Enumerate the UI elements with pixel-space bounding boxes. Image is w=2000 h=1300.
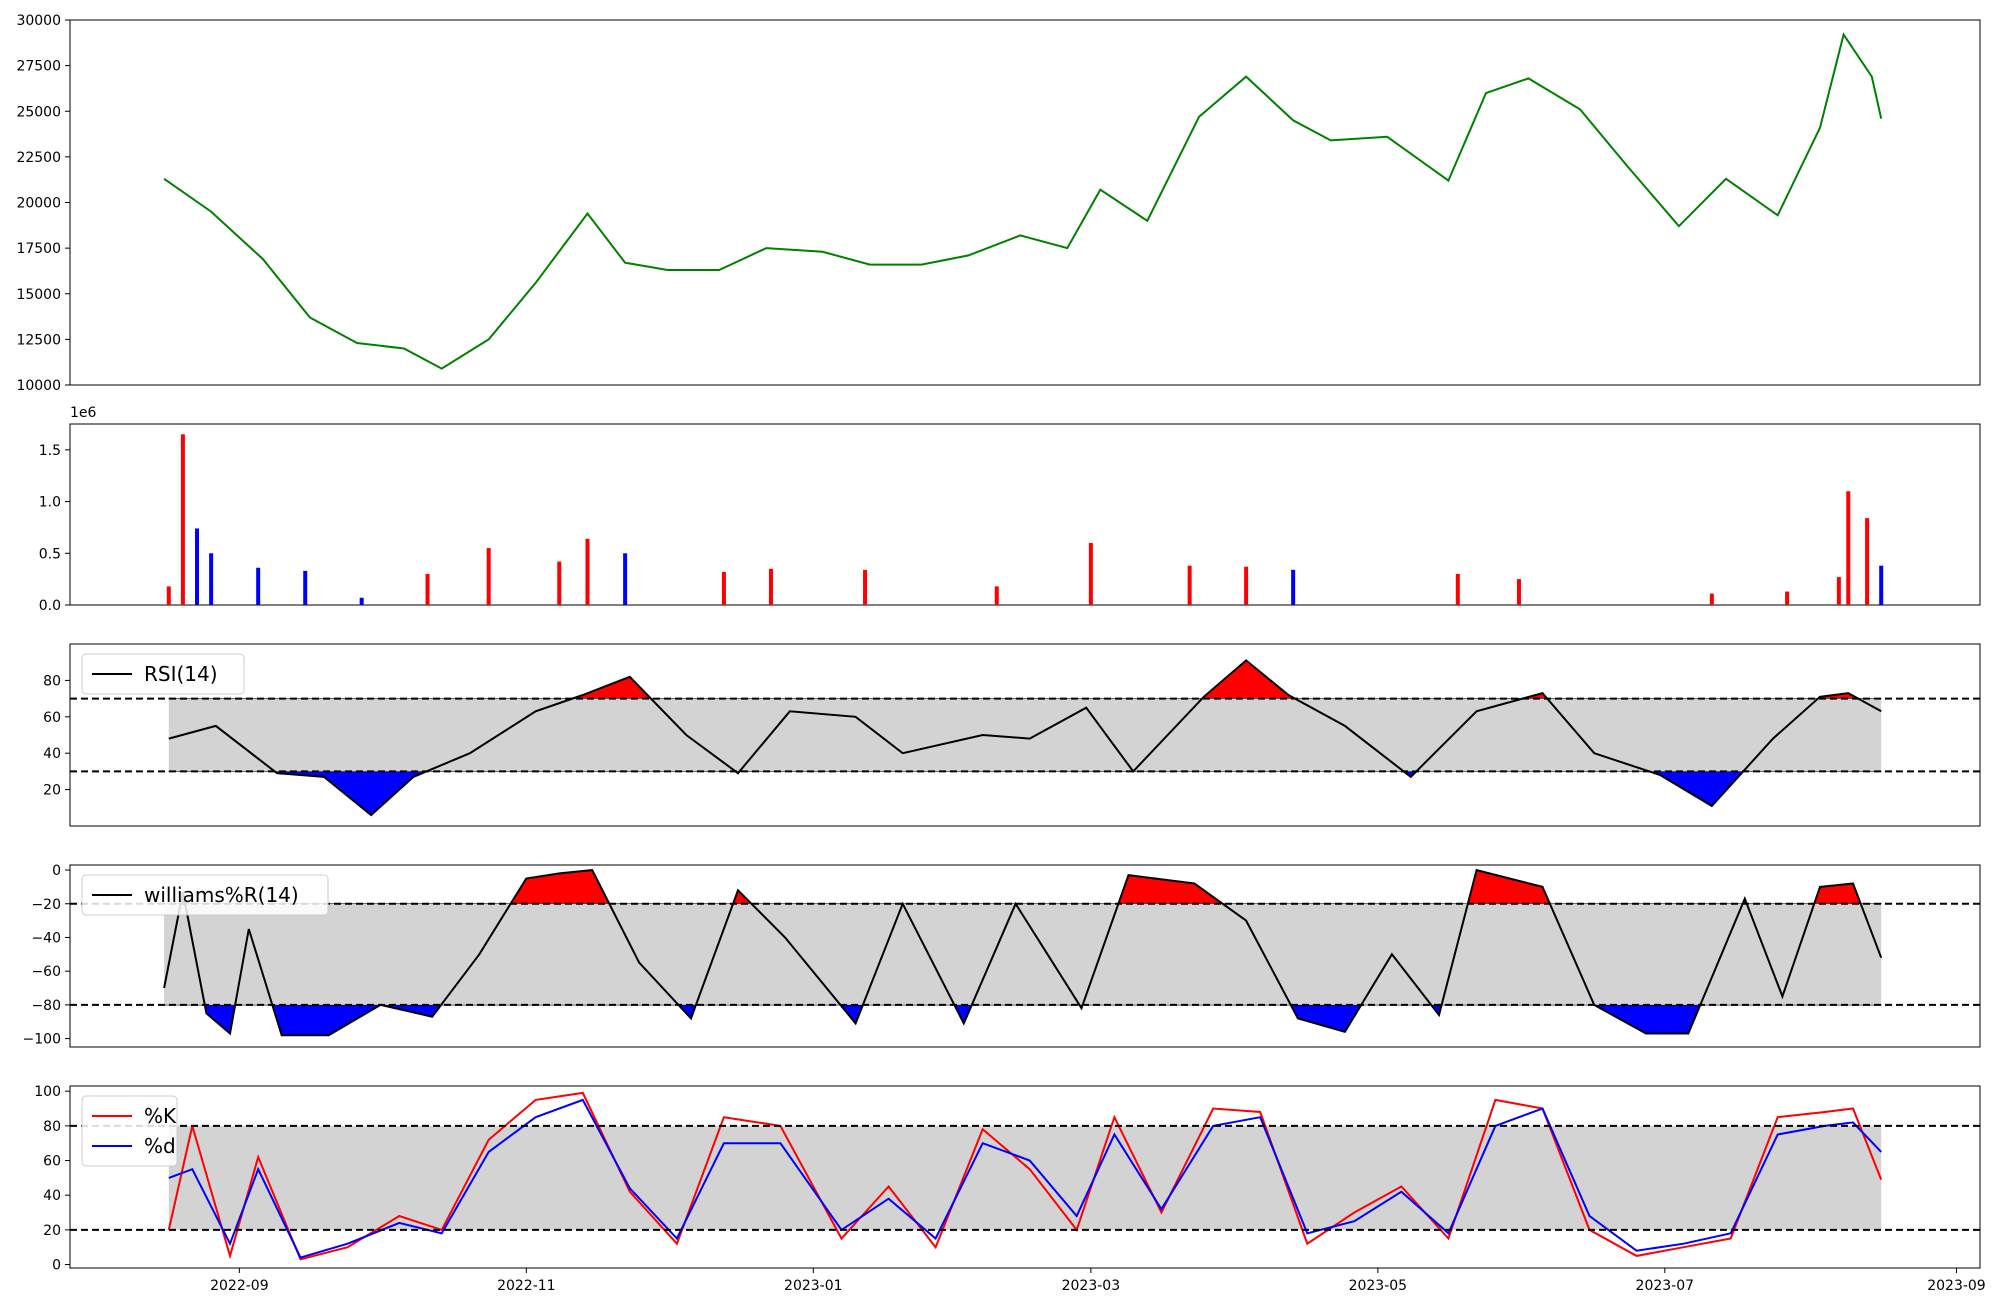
rsi-ytick-label-2: 60: [43, 710, 61, 726]
williams-overbought-fill: [163, 869, 1882, 904]
date-xtick-label-5: 2023-07: [1636, 1278, 1695, 1294]
williams-neutral-band: [164, 903, 1882, 1005]
stochastic-ytick-label-3: 60: [43, 1154, 61, 1170]
volume-bar: [1846, 491, 1851, 605]
volume-bar: [623, 553, 628, 605]
williams-legend: [81, 874, 329, 916]
stochastic-ytick-label-1: 20: [43, 1223, 61, 1239]
volume-bar: [166, 586, 171, 605]
volume-bar: [425, 573, 430, 605]
stochastic-series-line-1: [168, 1098, 1882, 1259]
williams-ytick-label-3: −40: [31, 930, 61, 946]
rsi-ytick-label-0: 20: [43, 783, 61, 799]
volume-bar: [1836, 577, 1841, 605]
volume-ytick-label-2: 1.0: [39, 495, 61, 511]
volume-bar: [1516, 579, 1521, 605]
williams-ytick-label-5: 0: [52, 863, 61, 879]
volume-bar: [1865, 518, 1870, 605]
rsi-ytick-label-3: 80: [43, 673, 61, 689]
volume-bar: [1455, 573, 1460, 605]
price-ytick-label-8: 30000: [16, 13, 61, 29]
price-line: [163, 32, 1883, 370]
price-ytick-label-2: 15000: [16, 287, 61, 303]
stochastic-ytick-label-5: 100: [34, 1084, 61, 1100]
volume-bar: [1291, 569, 1296, 605]
date-xtick-label-2: 2023-01: [784, 1278, 843, 1294]
volume-bar: [195, 528, 200, 605]
volume-bar: [1088, 542, 1093, 605]
williams-legend-label-0: williams%R(14): [144, 883, 299, 907]
volume-bar: [557, 561, 562, 605]
date-xtick-label-1: 2022-11: [497, 1278, 556, 1294]
volume-bar: [721, 571, 726, 605]
rsi-legend: [81, 653, 245, 695]
volume-bar: [1879, 565, 1884, 605]
rsi-line: [168, 659, 1882, 817]
volume-ytick-label-1: 0.5: [39, 546, 61, 562]
volume-bar: [486, 548, 491, 605]
stochastic-ytick-label-4: 80: [43, 1119, 61, 1135]
stochastic-ytick-label-2: 40: [43, 1188, 61, 1204]
stochastic-neutral-band: [168, 1125, 1882, 1230]
price-ytick-label-0: 10000: [16, 378, 61, 394]
volume-multiplier-label: 1e6: [70, 405, 97, 421]
date-xtick-label-3: 2023-03: [1062, 1278, 1121, 1294]
price-ytick-label-5: 22500: [16, 150, 61, 166]
price-ytick-label-4: 20000: [16, 196, 61, 212]
volume-bar: [768, 568, 773, 605]
stochastic-legend-label-1: %d: [144, 1134, 176, 1158]
date-xtick-label-0: 2022-09: [210, 1278, 269, 1294]
price-ytick-label-6: 25000: [16, 104, 61, 120]
volume-bar: [863, 569, 868, 605]
price-ytick-label-3: 17500: [16, 241, 61, 257]
volume-ytick-label-0: 0.0: [39, 598, 61, 614]
volume-bar: [256, 567, 261, 605]
stochastic-series-line-0: [167, 1091, 1883, 1261]
stochastic-ytick-label-0: 0: [52, 1258, 61, 1274]
volume-bar: [1709, 593, 1714, 605]
rsi-neutral-band: [168, 698, 1882, 772]
williams-panel-frame: [69, 864, 1981, 1048]
volume-bar: [1187, 565, 1192, 605]
volume-bar: [994, 586, 999, 605]
rsi-panel-frame: [69, 643, 1981, 827]
volume-bar: [180, 434, 185, 605]
stochastic-legend-label-0: %K: [144, 1104, 177, 1128]
stochastic-legend: [81, 1095, 178, 1167]
volume-bar: [1785, 591, 1790, 605]
date-xtick-label-4: 2023-05: [1349, 1278, 1408, 1294]
williams-ytick-label-0: −100: [23, 1032, 61, 1048]
volume-bar: [303, 570, 308, 605]
volume-bar: [209, 553, 214, 605]
price-ytick-label-7: 27500: [16, 59, 61, 75]
volume-bar: [359, 597, 364, 605]
rsi-ytick-label-1: 40: [43, 746, 61, 762]
volume-bar: [585, 538, 590, 605]
volume-bar: [1244, 566, 1249, 605]
williams-ytick-label-2: −60: [31, 964, 61, 980]
price-ytick-label-1: 12500: [16, 332, 61, 348]
williams-ytick-label-4: −20: [31, 897, 61, 913]
date-xtick-label-6: 2023-09: [1927, 1278, 1986, 1294]
williams-line: [163, 868, 1883, 1037]
stochastic-panel-frame: [69, 1085, 1981, 1269]
price-panel-frame: [69, 19, 1981, 386]
williams-ytick-label-1: −80: [31, 998, 61, 1014]
volume-panel-frame: [69, 423, 1981, 606]
rsi-legend-label-0: RSI(14): [144, 662, 218, 686]
volume-ytick-label-3: 1.5: [39, 443, 61, 459]
